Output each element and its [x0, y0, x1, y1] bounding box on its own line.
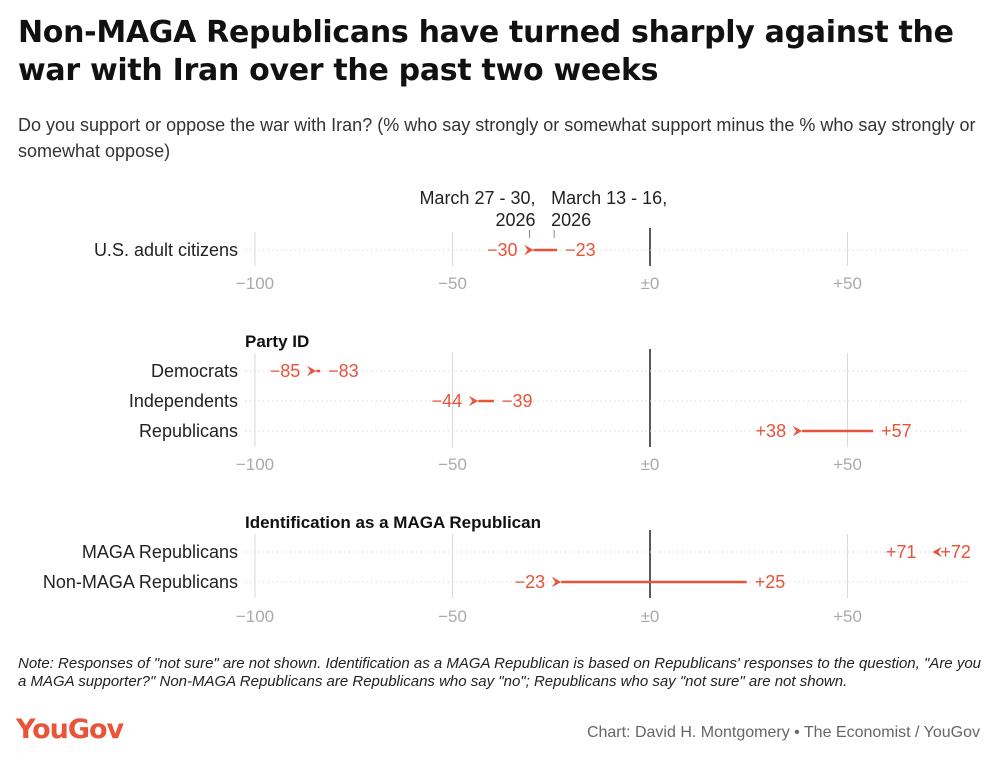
row-label-1-1: Independents — [129, 391, 238, 411]
old-value-label-1-1: −39 — [502, 391, 533, 411]
tick-label-1-3: +50 — [833, 455, 862, 474]
group-heading-1: Party ID — [245, 332, 309, 351]
tick-label-2-2: ±0 — [641, 607, 660, 626]
row-label-1-2: Republicans — [139, 421, 238, 441]
new-value-label-2-0: +71 — [886, 542, 917, 562]
old-value-label-1-2: +57 — [881, 421, 912, 441]
legend-old-line2: 2026 — [551, 210, 591, 230]
chart-credit: Chart: David H. Montgomery • The Economi… — [586, 724, 980, 741]
tick-label-0-0: −100 — [236, 274, 274, 293]
tick-label-0-3: +50 — [833, 274, 862, 293]
tick-label-2-1: −50 — [438, 607, 467, 626]
new-value-label-1-2: +38 — [756, 421, 787, 441]
old-value-label-0-0: −23 — [565, 240, 596, 260]
tick-label-1-0: −100 — [236, 455, 274, 474]
new-value-label-2-1: −23 — [515, 572, 546, 592]
row-label-2-1: Non-MAGA Republicans — [43, 572, 238, 592]
group-heading-2: Identification as a MAGA Republican — [245, 513, 541, 532]
tick-label-0-1: −50 — [438, 274, 467, 293]
new-value-label-1-1: −44 — [432, 391, 463, 411]
yougov-logo: YouGov — [16, 714, 124, 745]
row-label-2-0: MAGA Republicans — [82, 542, 238, 562]
arrow-chart: −100 −50 ±0 +50 U.S. adult citizens −23 −30 Mar… — [43, 188, 971, 626]
tick-label-1-2: ±0 — [641, 455, 660, 474]
legend-old-line1: March 13 - 16, — [551, 188, 667, 208]
old-value-label-2-0: +72 — [940, 542, 971, 562]
chart-note: Note: Responses of "not sure" are not sh… — [18, 655, 982, 690]
row-label-1-0: Democrats — [151, 361, 238, 381]
chart-title: Non-MAGA Republicans have turned sharply… — [18, 15, 954, 88]
old-value-label-1-0: −83 — [328, 361, 359, 381]
tick-label-2-3: +50 — [833, 607, 862, 626]
tick-label-2-0: −100 — [236, 607, 274, 626]
legend-new-line1: March 27 - 30, — [419, 188, 535, 208]
tick-label-1-1: −50 — [438, 455, 467, 474]
chart-subtitle: Do you support or oppose the war with Ir… — [18, 115, 976, 161]
new-value-label-0-0: −30 — [487, 240, 518, 260]
tick-label-0-2: ±0 — [641, 274, 660, 293]
row-label-0-0: U.S. adult citizens — [94, 240, 238, 260]
legend-new-line2: 2026 — [495, 210, 535, 230]
old-value-label-2-1: +25 — [755, 572, 786, 592]
new-value-label-1-0: −85 — [270, 361, 301, 381]
